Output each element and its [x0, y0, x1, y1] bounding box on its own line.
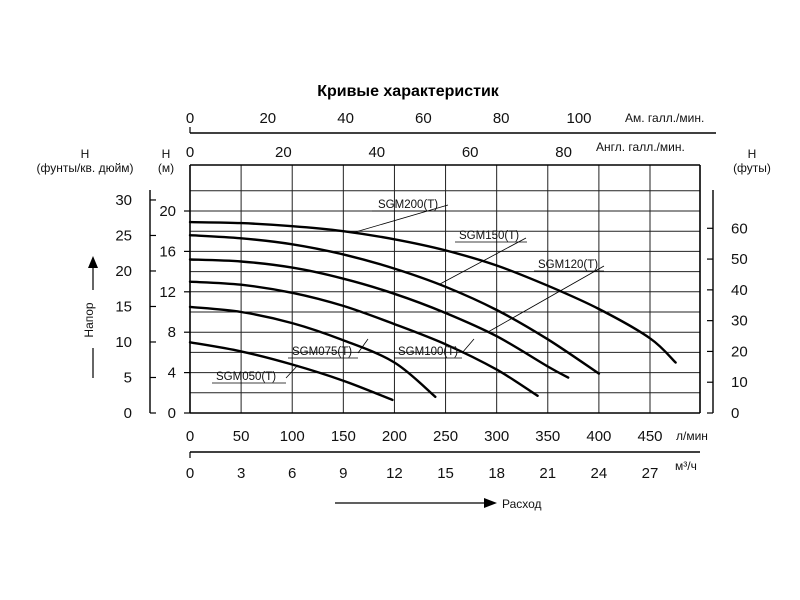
series-lines: [188, 220, 677, 402]
series-line-sgm200t: [188, 220, 677, 364]
series-label-sgm100t: SGM100(T): [398, 346, 458, 358]
m3h-unit-label: м³/ч: [675, 459, 697, 473]
uk-gpm-unit-label: Англ. галл./мин.: [596, 140, 685, 154]
m-tick-label: 12: [159, 284, 176, 301]
series-label-leader-sgm050t: [285, 364, 299, 379]
us-gpm-tick-label: 20: [259, 110, 276, 127]
ft-tick-label: 0: [731, 405, 739, 422]
m3h-tick-label: 9: [339, 465, 347, 482]
m3h-tick-label: 3: [237, 465, 245, 482]
m3h-tick-label: 0: [186, 465, 194, 482]
us-gpm-tick-label: 80: [493, 110, 510, 127]
ft-axis-title-line: H: [748, 147, 757, 161]
series-label-sgm200t: SGM200(T): [378, 199, 438, 211]
m-tick-label: 8: [168, 324, 176, 341]
chart-title: Кривые характеристик: [317, 83, 500, 100]
m-tick-label: 20: [159, 203, 176, 220]
lpm-tick-label: 100: [280, 428, 305, 445]
series-line-sgm100t: [188, 280, 539, 397]
series-line-sgm075t: [188, 305, 437, 398]
us-gpm-tick-label: 100: [566, 110, 591, 127]
m-axis-title: H(м): [158, 147, 174, 175]
series-label-leader-sgm100t: [461, 338, 475, 354]
lpm-tick-label: 150: [331, 428, 356, 445]
m3h-tick-label: 21: [539, 465, 556, 482]
ft-tick-label: 40: [731, 282, 748, 299]
series-line-sgm120t: [188, 258, 570, 379]
ft-tick-label: 10: [731, 374, 748, 391]
ft-axis-title: H(футы): [733, 147, 771, 175]
m3h-tick-label: 24: [591, 465, 608, 482]
us-gpm-tick-label: 0: [186, 110, 194, 127]
uk-gpm-tick-label: 40: [368, 144, 385, 161]
series-labels: SGM050(T) SGM075(T) SGM100(T) SGM120(T) SGM1…: [212, 199, 605, 384]
m-axis-title-line: (м): [158, 161, 174, 175]
series-label-leader-sgm200t: [351, 204, 449, 234]
x-axis-label: Расход: [502, 497, 542, 511]
lpm-tick-label: 450: [637, 428, 662, 445]
ft-tick-label: 30: [731, 313, 748, 330]
m-tick-label: 4: [168, 365, 176, 382]
us-gpm-tick-label: 60: [415, 110, 432, 127]
psi-tick-label: 20: [115, 263, 132, 280]
axes: [88, 127, 716, 508]
lpm-tick-label: 250: [433, 428, 458, 445]
head-arrow-head: [88, 256, 98, 268]
us-gpm-unit-label: Ам. галл./мин.: [625, 111, 704, 125]
m3h-tick-label: 6: [288, 465, 296, 482]
series-label-sgm075t: SGM075(T): [292, 346, 352, 358]
psi-axis-title-line: H: [81, 147, 90, 161]
series-label-leader-sgm075t: [357, 338, 369, 354]
psi-tick-label: 15: [115, 298, 132, 315]
lpm-tick-label: 350: [535, 428, 560, 445]
uk-gpm-tick-label: 20: [275, 144, 292, 161]
m3h-tick-label: 12: [386, 465, 403, 482]
uk-gpm-tick-label: 80: [555, 144, 572, 161]
series-label-leader-sgm150t: [439, 237, 527, 285]
x-axis-lpm-unit-label: л/мин: [676, 429, 708, 443]
psi-tick-label: 10: [115, 334, 132, 351]
y-axis-label: Напор: [82, 302, 96, 338]
psi-axis-title: H(фунты/кв. дюйм): [36, 147, 133, 175]
lpm-unit-label: л/мин: [676, 429, 708, 443]
series-label-sgm120t: SGM120(T): [538, 259, 598, 271]
psi-tick-label: 30: [115, 192, 132, 209]
series-line-sgm050t: [188, 341, 394, 402]
psi-tick-label: 0: [124, 405, 132, 422]
lpm-tick-label: 0: [186, 428, 194, 445]
uk-gpm-tick-label: 0: [186, 144, 194, 161]
psi-tick-label: 25: [115, 227, 132, 244]
us-gpm-tick-label: 40: [337, 110, 354, 127]
lpm-tick-label: 400: [586, 428, 611, 445]
flow-arrow-head: [484, 498, 497, 508]
lpm-tick-label: 200: [382, 428, 407, 445]
m3h-tick-label: 15: [437, 465, 454, 482]
series-line-sgm150t: [188, 234, 601, 375]
m3h-tick-label: 18: [488, 465, 505, 482]
uk-gpm-tick-label: 60: [462, 144, 479, 161]
psi-tick-label: 5: [124, 369, 132, 386]
series-label-leader-sgm120t: [487, 265, 605, 333]
series-label-sgm050t: SGM050(T): [216, 371, 276, 383]
m-tick-label: 16: [159, 243, 176, 260]
ft-axis-title-line: (футы): [733, 161, 771, 175]
m3h-tick-label: 27: [642, 465, 659, 482]
psi-axis-title-line: (фунты/кв. дюйм): [36, 161, 133, 175]
ft-tick-label: 50: [731, 251, 748, 268]
ft-tick-label: 60: [731, 220, 748, 237]
lpm-tick-label: 300: [484, 428, 509, 445]
series-label-sgm150t: SGM150(T): [459, 230, 519, 242]
lpm-tick-label: 50: [233, 428, 250, 445]
ft-tick-label: 20: [731, 343, 748, 360]
m-tick-label: 0: [168, 405, 176, 422]
m-axis-title-line: H: [162, 147, 171, 161]
